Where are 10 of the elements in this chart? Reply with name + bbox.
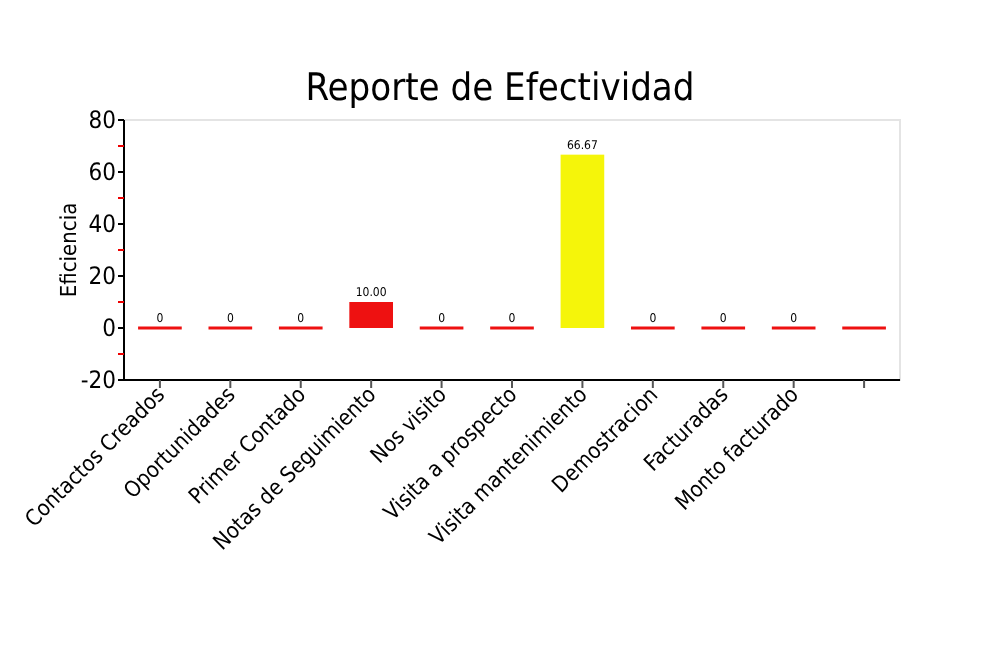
bar (560, 154, 605, 328)
y-tick-label: -20 (80, 366, 117, 394)
y-tick-label: 0 (102, 314, 117, 342)
y-tick-label: 40 (88, 210, 117, 238)
chart-title: Reporte de Efectividad (305, 66, 695, 110)
y-tick-label: 20 (88, 262, 117, 290)
y-axis-title: Eficiencia (56, 202, 82, 298)
y-tick-label: 80 (88, 106, 117, 134)
bar (349, 302, 393, 328)
y-tick-label: 60 (88, 158, 117, 186)
